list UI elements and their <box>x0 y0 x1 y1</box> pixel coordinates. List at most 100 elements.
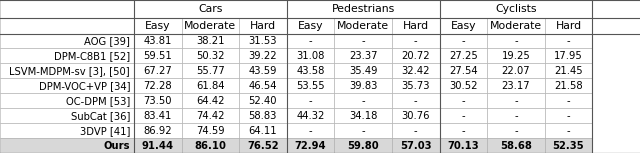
Bar <box>182 93 239 108</box>
Bar <box>287 34 334 49</box>
Text: -: - <box>566 126 570 136</box>
Text: 23.37: 23.37 <box>349 51 378 61</box>
Bar <box>239 138 287 153</box>
Text: 46.54: 46.54 <box>248 81 277 91</box>
Bar <box>487 18 545 34</box>
Bar <box>239 63 287 78</box>
Bar <box>0 138 134 153</box>
Text: -: - <box>308 126 312 136</box>
Bar <box>182 49 239 63</box>
Text: 59.80: 59.80 <box>348 141 379 151</box>
Bar <box>0 49 134 63</box>
Text: 59.51: 59.51 <box>143 51 172 61</box>
Text: 44.32: 44.32 <box>296 111 324 121</box>
Bar <box>287 63 334 78</box>
Text: 27.25: 27.25 <box>449 51 477 61</box>
Text: Pedestrians: Pedestrians <box>332 4 395 14</box>
Bar <box>0 34 134 49</box>
Bar <box>134 108 182 123</box>
Text: 27.54: 27.54 <box>449 66 477 76</box>
Text: 86.10: 86.10 <box>195 141 226 151</box>
Text: 53.55: 53.55 <box>296 81 325 91</box>
Bar <box>287 0 440 18</box>
Text: 31.08: 31.08 <box>296 51 324 61</box>
Bar <box>0 108 134 123</box>
Text: Cyclists: Cyclists <box>495 4 537 14</box>
Text: -: - <box>414 126 417 136</box>
Bar <box>392 18 440 34</box>
Bar <box>134 18 182 34</box>
Bar <box>487 34 545 49</box>
Text: Ours: Ours <box>104 141 130 151</box>
Text: -: - <box>566 111 570 121</box>
Text: Cars: Cars <box>198 4 223 14</box>
Bar <box>440 108 487 123</box>
Bar <box>392 49 440 63</box>
Text: AOG [39]: AOG [39] <box>84 36 130 46</box>
Bar <box>487 49 545 63</box>
Bar <box>545 78 593 93</box>
Bar <box>487 93 545 108</box>
Text: Easy: Easy <box>145 21 170 31</box>
Bar <box>239 49 287 63</box>
Bar <box>440 18 487 34</box>
Bar <box>392 34 440 49</box>
Text: 58.68: 58.68 <box>500 141 532 151</box>
Bar <box>134 63 182 78</box>
Text: 19.25: 19.25 <box>502 51 531 61</box>
Text: Hard: Hard <box>556 21 582 31</box>
Bar <box>545 34 593 49</box>
Bar <box>334 108 392 123</box>
Text: 43.81: 43.81 <box>143 36 172 46</box>
Bar <box>239 123 287 138</box>
Bar <box>182 18 239 34</box>
Bar <box>334 78 392 93</box>
Bar <box>0 0 134 34</box>
Text: 67.27: 67.27 <box>143 66 172 76</box>
Bar <box>182 78 239 93</box>
Bar <box>392 93 440 108</box>
Bar <box>287 138 334 153</box>
Bar <box>0 63 134 78</box>
Text: 22.07: 22.07 <box>502 66 530 76</box>
Bar <box>440 63 487 78</box>
Bar <box>182 138 239 153</box>
Text: 61.84: 61.84 <box>196 81 225 91</box>
Text: 73.50: 73.50 <box>143 96 172 106</box>
Text: -: - <box>414 36 417 46</box>
Text: 86.92: 86.92 <box>143 126 172 136</box>
Bar <box>392 138 440 153</box>
Bar <box>182 123 239 138</box>
Bar <box>287 78 334 93</box>
Bar <box>239 18 287 34</box>
Bar <box>334 34 392 49</box>
Text: 34.18: 34.18 <box>349 111 378 121</box>
Text: 30.52: 30.52 <box>449 81 477 91</box>
Text: -: - <box>308 96 312 106</box>
Text: 23.17: 23.17 <box>502 81 530 91</box>
Bar <box>392 123 440 138</box>
Text: Hard: Hard <box>403 21 429 31</box>
Bar <box>440 49 487 63</box>
Bar <box>287 18 334 34</box>
Bar <box>487 108 545 123</box>
Bar <box>334 93 392 108</box>
Text: 38.21: 38.21 <box>196 36 225 46</box>
Text: -: - <box>308 36 312 46</box>
Text: -: - <box>461 96 465 106</box>
Bar <box>545 138 593 153</box>
Bar <box>134 93 182 108</box>
Bar <box>0 78 134 93</box>
Bar <box>0 123 134 138</box>
Bar <box>334 123 392 138</box>
Text: 52.40: 52.40 <box>248 96 277 106</box>
Bar <box>134 49 182 63</box>
Bar <box>239 93 287 108</box>
Bar <box>182 63 239 78</box>
Text: 52.35: 52.35 <box>553 141 584 151</box>
Bar <box>334 63 392 78</box>
Bar <box>182 34 239 49</box>
Text: 43.58: 43.58 <box>296 66 324 76</box>
Bar <box>440 78 487 93</box>
Bar <box>440 0 593 18</box>
